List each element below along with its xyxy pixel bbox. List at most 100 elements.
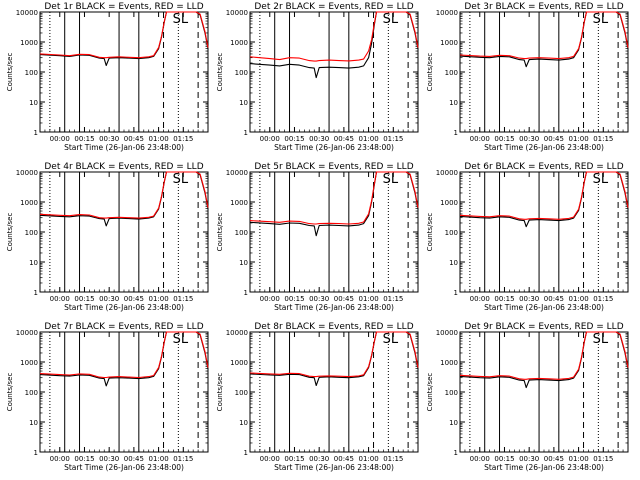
y-tick-label: 1	[244, 449, 248, 457]
x-axis-label: Start Time (26-Jan-06 23:48:00)	[64, 143, 184, 152]
x-axis-label: Start Time (26-Jan-06 23:48:00)	[274, 303, 394, 312]
x-tick-label: 01:15	[173, 135, 193, 143]
x-tick-label: 00:15	[74, 295, 94, 303]
y-tick-label: 1000	[20, 39, 38, 47]
y-tick-label: 1000	[230, 39, 248, 47]
series-line-lld	[249, 331, 419, 378]
x-axis-label: Start Time (26-Jan-06 23:48:00)	[274, 143, 394, 152]
y-axis-label: Counts/sec	[216, 373, 224, 412]
sl-annotation: SL	[173, 172, 189, 187]
x-tick-label: 01:15	[383, 295, 403, 303]
series-line-lld	[39, 331, 209, 379]
y-tick-label: 1	[244, 289, 248, 297]
x-tick-label: 01:00	[358, 295, 378, 303]
x-tick-label: 00:30	[309, 455, 329, 463]
x-tick-label: 01:15	[593, 455, 613, 463]
x-tick-label: 00:45	[124, 295, 144, 303]
y-tick-label: 1000	[440, 39, 458, 47]
panel-5: Det 5r BLACK = Events, RED = LLD 1 10 100 10…	[216, 162, 419, 312]
x-tick-label: 00:45	[544, 455, 564, 463]
x-tick-label: 01:00	[568, 295, 588, 303]
y-tick-label: 1000	[230, 199, 248, 207]
x-tick-label: 01:00	[148, 135, 168, 143]
sl-annotation: SL	[593, 332, 609, 347]
x-tick-label: 00:00	[50, 295, 70, 303]
sl-annotation: SL	[173, 12, 189, 27]
y-tick-label: 1	[454, 449, 458, 457]
series-line-lld	[249, 11, 419, 62]
y-tick-label: 10000	[16, 9, 38, 17]
panel-2: Det 2r BLACK = Events, RED = LLD 1 10 100 10…	[216, 2, 419, 152]
x-tick-label: 01:00	[568, 455, 588, 463]
y-tick-label: 1	[34, 129, 38, 137]
x-tick-label: 00:30	[309, 295, 329, 303]
y-tick-label: 1	[34, 449, 38, 457]
panel-title: Det 8r BLACK = Events, RED = LLD	[254, 322, 413, 332]
x-tick-label: 01:15	[593, 135, 613, 143]
x-tick-label: 00:30	[99, 135, 119, 143]
y-tick-label: 10000	[436, 9, 458, 17]
sl-annotation: SL	[173, 332, 189, 347]
x-tick-label: 00:30	[519, 295, 539, 303]
y-tick-label: 10000	[16, 329, 38, 337]
y-tick-label: 1000	[230, 359, 248, 367]
y-tick-label: 10	[449, 99, 458, 107]
x-tick-label: 00:00	[470, 455, 490, 463]
y-tick-label: 100	[445, 389, 458, 397]
x-tick-label: 00:00	[260, 135, 280, 143]
x-tick-label: 00:15	[74, 455, 94, 463]
x-tick-label: 00:30	[519, 455, 539, 463]
x-tick-label: 00:15	[284, 135, 304, 143]
x-tick-label: 01:15	[173, 295, 193, 303]
y-tick-label: 1000	[20, 359, 38, 367]
panel-4: Det 4r BLACK = Events, RED = LLD 1 10 100 10…	[6, 162, 209, 312]
y-tick-label: 10000	[226, 169, 248, 177]
sl-annotation: SL	[383, 12, 399, 27]
series-line-lld	[459, 331, 629, 380]
x-tick-label: 01:15	[593, 295, 613, 303]
panel-1: Det 1r BLACK = Events, RED = LLD 1 10 100 10…	[6, 2, 209, 152]
y-tick-label: 10000	[226, 329, 248, 337]
x-tick-label: 01:00	[358, 455, 378, 463]
y-tick-label: 100	[25, 389, 38, 397]
x-tick-label: 00:15	[494, 135, 514, 143]
y-tick-label: 1000	[440, 199, 458, 207]
sl-annotation: SL	[383, 332, 399, 347]
y-axis-label: Counts/sec	[426, 53, 434, 92]
x-tick-label: 00:00	[260, 455, 280, 463]
panel-3: Det 3r BLACK = Events, RED = LLD 1 10 100 10…	[426, 2, 629, 152]
x-axis-label: Start Time (26-Jan-06 23:48:00)	[64, 463, 184, 472]
x-tick-label: 00:45	[334, 135, 354, 143]
panel-title: Det 4r BLACK = Events, RED = LLD	[44, 162, 203, 172]
x-tick-label: 00:45	[124, 135, 144, 143]
panel-title: Det 1r BLACK = Events, RED = LLD	[44, 2, 203, 12]
y-axis-label: Counts/sec	[216, 53, 224, 92]
y-tick-label: 100	[445, 229, 458, 237]
panel-title: Det 2r BLACK = Events, RED = LLD	[254, 2, 413, 12]
x-tick-label: 00:45	[124, 455, 144, 463]
y-axis-label: Counts/sec	[6, 373, 14, 412]
panel-title: Det 5r BLACK = Events, RED = LLD	[254, 162, 413, 172]
x-tick-label: 00:00	[50, 135, 70, 143]
y-axis-label: Counts/sec	[6, 213, 14, 252]
x-axis-label: Start Time (26-Jan-06 23:48:00)	[484, 303, 604, 312]
y-axis-label: Counts/sec	[426, 213, 434, 252]
x-axis-label: Start Time (26-Jan-06 23:48:00)	[64, 303, 184, 312]
y-tick-label: 10000	[16, 169, 38, 177]
series-line-lld	[459, 171, 629, 220]
x-tick-label: 01:15	[173, 455, 193, 463]
x-tick-label: 00:15	[284, 295, 304, 303]
series-line-lld	[39, 11, 209, 59]
y-tick-label: 10	[449, 259, 458, 267]
x-tick-label: 00:30	[99, 455, 119, 463]
y-tick-label: 100	[235, 389, 248, 397]
x-tick-label: 00:15	[74, 135, 94, 143]
y-tick-label: 10	[239, 259, 248, 267]
y-tick-label: 10	[29, 99, 38, 107]
x-tick-label: 00:00	[470, 295, 490, 303]
x-tick-label: 01:15	[383, 455, 403, 463]
x-tick-label: 00:30	[99, 295, 119, 303]
y-tick-label: 10	[239, 419, 248, 427]
x-axis-label: Start Time (26-Jan-06 23:48:00)	[484, 463, 604, 472]
panel-title: Det 6r BLACK = Events, RED = LLD	[464, 162, 623, 172]
